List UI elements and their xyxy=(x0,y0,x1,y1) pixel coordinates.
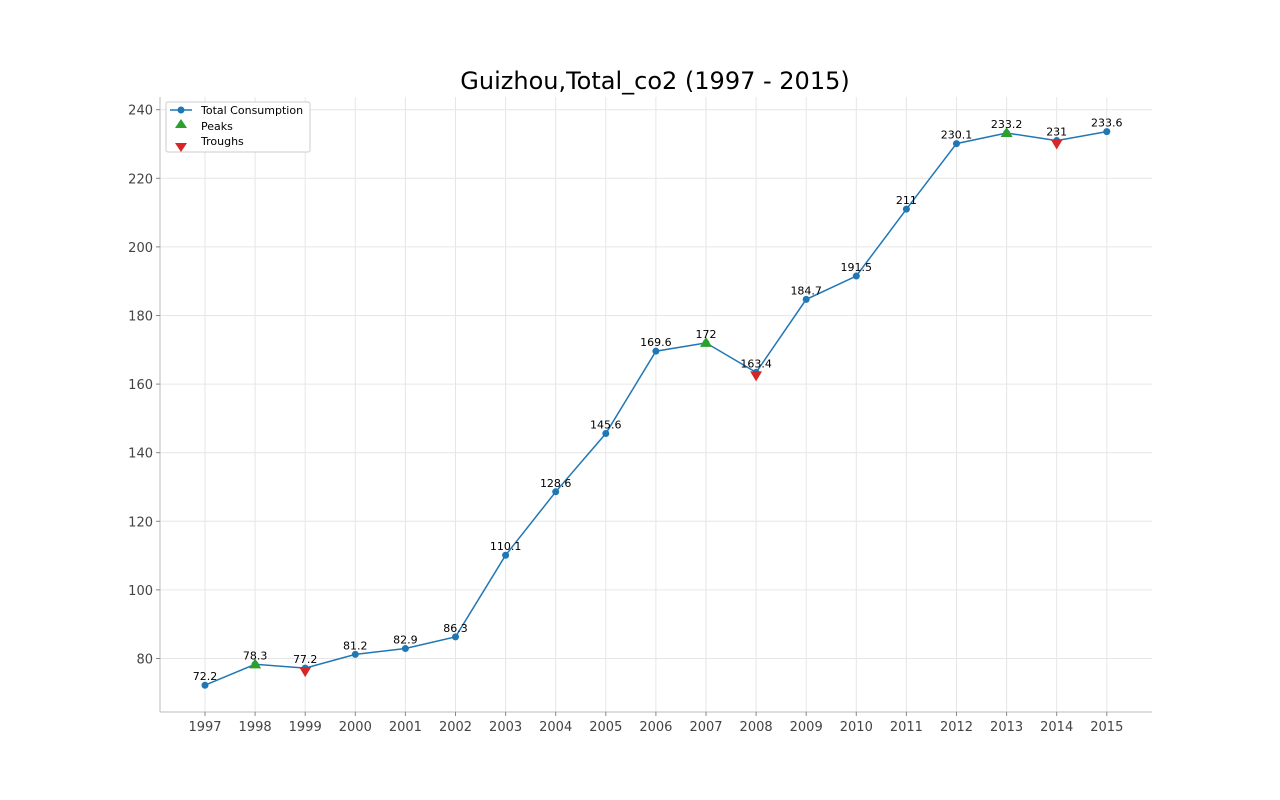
data-label: 86.3 xyxy=(443,622,468,635)
y-tick-label: 180 xyxy=(128,309,153,324)
data-point xyxy=(401,645,409,653)
x-tick-label: 2015 xyxy=(1090,720,1123,735)
data-label: 81.2 xyxy=(343,639,368,652)
data-point xyxy=(452,633,459,641)
y-tick-label: 100 xyxy=(128,584,153,599)
x-tick-label: 2011 xyxy=(890,720,923,735)
peak-trough-markers xyxy=(249,127,1063,678)
data-label: 211 xyxy=(896,194,917,207)
data-label: 184.7 xyxy=(790,284,822,297)
data-point xyxy=(502,551,510,559)
x-tick-label: 2014 xyxy=(1040,720,1073,735)
legend-circle-swatch xyxy=(177,106,185,114)
data-point xyxy=(201,681,209,689)
data-label: 169.6 xyxy=(640,336,672,349)
x-tick-label: 2009 xyxy=(790,720,823,735)
peak-marker xyxy=(249,658,262,669)
x-tick-label: 2005 xyxy=(589,720,622,735)
data-label: 163.4 xyxy=(740,357,772,370)
data-point xyxy=(953,140,960,148)
data-label: 82.9 xyxy=(393,634,418,647)
y-tick-label: 140 xyxy=(128,447,153,462)
x-tick-label: 1999 xyxy=(289,720,322,735)
data-label: 172 xyxy=(696,328,717,341)
peak-marker xyxy=(700,336,712,347)
data-point xyxy=(802,295,810,303)
x-tick-label: 2007 xyxy=(689,720,722,735)
x-tick-label: 1998 xyxy=(239,720,272,735)
data-label: 145.6 xyxy=(590,418,622,431)
x-tick-label: 2003 xyxy=(489,720,522,735)
x-tick-label: 2006 xyxy=(639,720,672,735)
trough-marker xyxy=(299,667,312,678)
y-tick-label: 160 xyxy=(128,378,153,393)
trough-marker xyxy=(1050,139,1063,150)
x-tick-label: 2013 xyxy=(990,720,1023,735)
data-label: 128.6 xyxy=(540,477,572,490)
trough-marker xyxy=(750,371,763,382)
x-tick-label: 2004 xyxy=(539,720,572,735)
data-label: 77.2 xyxy=(293,653,318,666)
x-tick-label: 2010 xyxy=(840,720,873,735)
data-point xyxy=(902,205,910,213)
legend-trough-swatch xyxy=(175,143,187,152)
peak-marker xyxy=(1000,127,1013,138)
x-tick-label: 2012 xyxy=(940,720,973,735)
data-point xyxy=(852,272,860,280)
y-tick-label: 80 xyxy=(136,652,153,667)
data-label: 231 xyxy=(1046,126,1067,139)
data-point xyxy=(351,650,359,658)
x-tick-label: 1997 xyxy=(188,720,221,735)
data-label: 72.2 xyxy=(193,670,218,683)
ticks: 1997 1998 1999 2000 2001 2002 2003 2004 2005 2006… xyxy=(128,104,1123,735)
data-label: 233.2 xyxy=(991,118,1023,131)
data-label: 191.5 xyxy=(841,261,873,274)
y-tick-label: 120 xyxy=(128,515,153,530)
x-tick-label: 2002 xyxy=(439,720,472,735)
data-point xyxy=(552,488,560,496)
legend-label-peaks: Peaks xyxy=(201,120,233,133)
data-point xyxy=(602,429,610,437)
y-tick-label: 200 xyxy=(128,241,153,256)
chart-title: Guizhou,Total_co2 (1997 - 2015) xyxy=(460,67,849,95)
data-labels: 72.2 78.3 77.2 81.2 82.9 86.3 110.1 128.6 145.6 1… xyxy=(193,117,1123,684)
data-label: 233.6 xyxy=(1091,117,1123,130)
data-point xyxy=(652,347,660,355)
grid xyxy=(160,97,1152,712)
x-tick-label: 2000 xyxy=(339,720,372,735)
data-label: 230.1 xyxy=(941,129,973,142)
y-tick-label: 220 xyxy=(128,172,153,187)
x-tick-label: 2001 xyxy=(389,720,422,735)
data-point xyxy=(1103,128,1111,136)
legend-box xyxy=(165,101,311,153)
x-tick-label: 2008 xyxy=(740,720,773,735)
legend-label-troughs: Troughs xyxy=(200,135,244,148)
data-label: 110.1 xyxy=(490,540,522,553)
legend: Total Consumption Peaks Troughs xyxy=(165,101,311,153)
y-tick-label: 240 xyxy=(128,104,153,119)
data-label: 78.3 xyxy=(243,649,268,662)
legend-peak-swatch xyxy=(175,119,187,128)
legend-label-total-consumption: Total Consumption xyxy=(200,104,303,117)
